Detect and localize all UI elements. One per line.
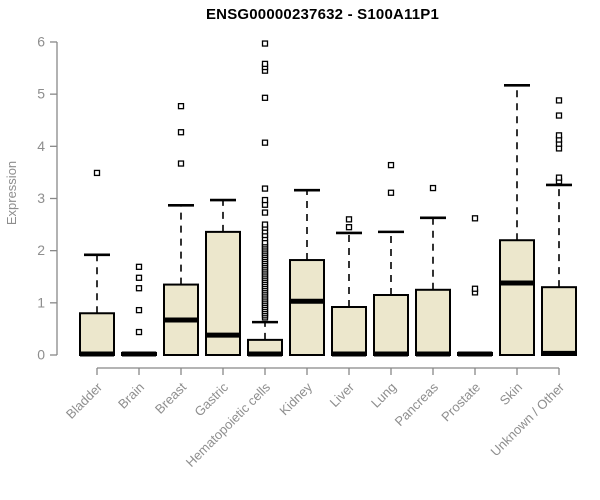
x-tick-label: Breast bbox=[152, 379, 189, 416]
x-tick-label: Liver bbox=[327, 379, 358, 410]
x-tick-label: Unknown / Other bbox=[488, 379, 568, 459]
x-tick-label: Bladder bbox=[63, 379, 106, 422]
y-tick-label: 1 bbox=[37, 294, 45, 310]
box-unknown-other bbox=[541, 97, 577, 356]
box-bladder bbox=[79, 169, 115, 357]
outlier-point bbox=[429, 184, 437, 192]
y-tick-label: 4 bbox=[37, 138, 45, 154]
outlier-point bbox=[261, 221, 269, 228]
x-tick-label: Prostate bbox=[438, 380, 483, 425]
outlier-point bbox=[261, 196, 269, 204]
outlier-point bbox=[261, 40, 269, 47]
box-skin bbox=[499, 83, 535, 356]
outlier-point bbox=[177, 160, 185, 167]
outlier-point bbox=[345, 216, 353, 223]
outlier-point bbox=[261, 185, 269, 192]
outlier-point bbox=[387, 161, 395, 169]
y-tick-label: 5 bbox=[37, 86, 45, 102]
x-tick-label: Pancreas bbox=[392, 379, 442, 429]
y-axis: 0 1 2 3 4 5 6 bbox=[37, 33, 58, 363]
outlier-point bbox=[555, 132, 563, 139]
iqr-box bbox=[499, 239, 535, 356]
box-kidney bbox=[289, 188, 325, 356]
iqr-box bbox=[289, 259, 325, 356]
iqr-box bbox=[79, 312, 115, 357]
outlier-point bbox=[135, 306, 143, 314]
outlier-point bbox=[261, 139, 269, 146]
x-tick-label: Skin bbox=[497, 380, 525, 408]
x-tick-label: Lung bbox=[368, 380, 399, 411]
outlier-point bbox=[261, 209, 269, 216]
box-brain bbox=[121, 263, 157, 357]
outlier-point bbox=[387, 189, 395, 196]
outlier-point bbox=[261, 60, 269, 68]
outlier-point bbox=[555, 97, 563, 104]
x-tick-label: Brain bbox=[115, 380, 147, 412]
box-lung bbox=[373, 161, 409, 357]
x-tick-label: Gastric bbox=[191, 379, 231, 419]
y-tick-label: 2 bbox=[37, 242, 45, 258]
box-gastric bbox=[205, 198, 241, 356]
y-tick-label: 6 bbox=[37, 33, 45, 49]
x-tick-label: Kidney bbox=[276, 379, 315, 418]
y-tick-label: 0 bbox=[37, 347, 45, 363]
iqr-box bbox=[373, 294, 409, 356]
outlier-point bbox=[471, 285, 479, 292]
outlier-point bbox=[135, 274, 143, 281]
iqr-box bbox=[541, 286, 577, 356]
box-breast bbox=[163, 102, 199, 356]
box-hematopoietic-cells bbox=[247, 40, 283, 357]
outlier-point bbox=[177, 102, 185, 110]
outlier-point bbox=[135, 328, 143, 336]
outlier-point bbox=[345, 224, 353, 231]
box-pancreas bbox=[415, 184, 451, 357]
outlier-point bbox=[177, 129, 185, 136]
y-axis-title: Expression bbox=[4, 160, 19, 226]
outlier-point bbox=[471, 215, 479, 222]
y-tick-label: 3 bbox=[37, 190, 45, 206]
outlier-point bbox=[135, 285, 143, 292]
outlier-point bbox=[261, 94, 269, 101]
chart-title: ENSG00000237632 - S100A11P1 bbox=[205, 6, 440, 23]
outlier-point bbox=[555, 112, 563, 119]
iqr-box bbox=[331, 306, 367, 356]
outlier-point bbox=[135, 263, 143, 270]
outlier-point bbox=[93, 169, 101, 177]
iqr-box bbox=[415, 288, 451, 357]
box-liver bbox=[331, 216, 367, 357]
outlier-point bbox=[555, 174, 563, 181]
box-prostate bbox=[457, 215, 493, 357]
